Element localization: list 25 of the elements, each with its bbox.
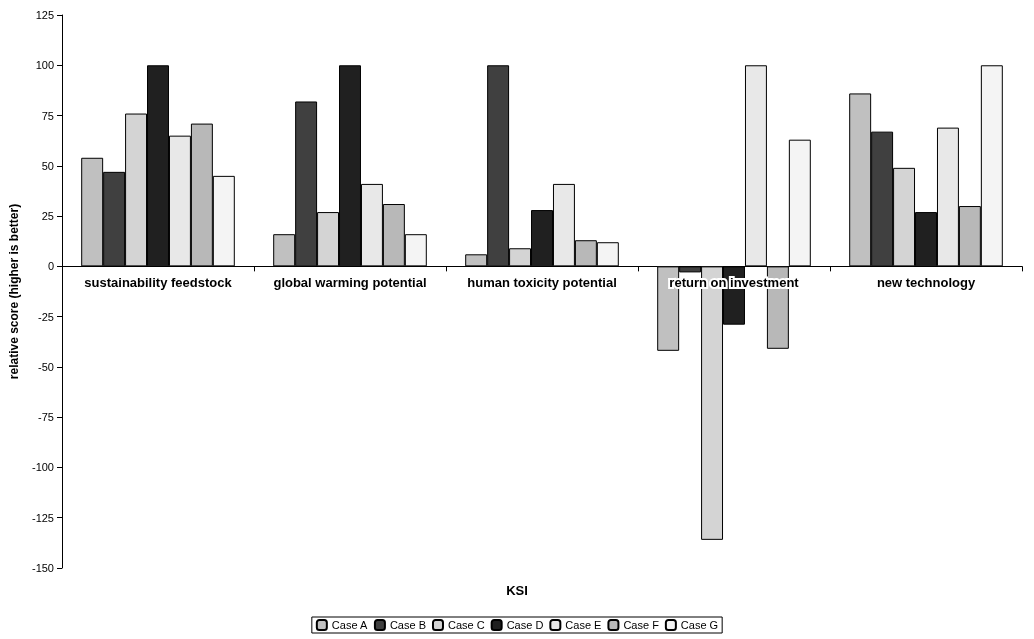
x-tick-label: new technology	[876, 275, 976, 291]
y-axis-title: relative score (higher is better)	[7, 203, 21, 380]
legend-label: Case C	[447, 619, 485, 631]
y-tick-label: 0	[47, 260, 54, 273]
x-tick-label: sustainability feedstock	[84, 275, 233, 291]
y-tick-label: 100	[35, 59, 54, 72]
y-tick-label: 50	[41, 159, 54, 172]
legend-label: Case G	[680, 619, 719, 631]
y-tick-label: 25	[41, 210, 54, 223]
y-tick-label: -50	[38, 360, 54, 373]
x-tick-label: human toxicity potential	[467, 275, 617, 291]
legend-label: Case F	[623, 619, 660, 631]
y-tick-label: 125	[35, 9, 54, 21]
y-tick-label: -150	[31, 562, 54, 574]
y-tick-label: -125	[31, 511, 54, 524]
y-tick-label: 75	[41, 109, 54, 122]
legend-label: Case E	[565, 619, 602, 631]
y-tick-label: -25	[38, 310, 54, 323]
legend-label: Case D	[506, 619, 544, 631]
x-tick-label: global warming potential	[273, 275, 427, 291]
x-axis-title: KSI	[506, 583, 528, 598]
legend-label: Case B	[389, 619, 426, 631]
y-tick-label: -100	[31, 461, 54, 474]
y-tick-label: -75	[38, 411, 54, 424]
legend-label: Case A	[331, 619, 368, 631]
